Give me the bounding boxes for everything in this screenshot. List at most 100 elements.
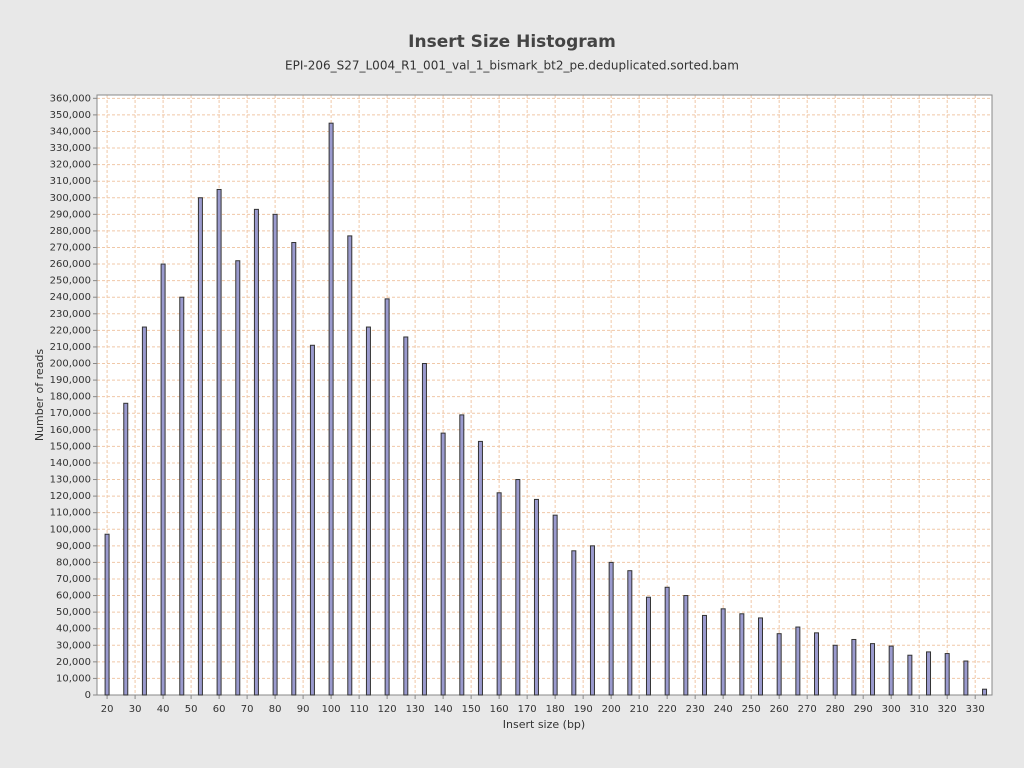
x-tick-label: 240 [714, 704, 733, 715]
y-tick-label: 150,000 [50, 441, 91, 452]
bar [440, 432, 446, 696]
y-tick-label: 110,000 [50, 508, 91, 519]
x-tick-label: 50 [185, 704, 198, 715]
y-axis-label: Number of reads [33, 349, 46, 442]
bar [795, 626, 801, 696]
bar [944, 653, 950, 696]
x-tick-label: 140 [434, 704, 453, 715]
x-tick-label: 120 [378, 704, 397, 715]
bar [141, 326, 147, 696]
bar [832, 644, 838, 696]
bar [272, 213, 278, 696]
x-tick-label: 200 [602, 704, 621, 715]
x-tick-label: 230 [686, 704, 705, 715]
bar [664, 586, 670, 696]
bar [701, 614, 707, 696]
y-tick-label: 30,000 [56, 640, 91, 651]
x-tick-label: 20 [101, 704, 114, 715]
x-tick-label: 320 [938, 704, 957, 715]
bar [645, 596, 651, 696]
bar [571, 550, 577, 696]
x-tick-label: 150 [462, 704, 481, 715]
y-tick-label: 40,000 [56, 624, 91, 635]
bar [814, 632, 820, 696]
bar [963, 660, 969, 696]
x-tick-label: 210 [630, 704, 649, 715]
bar [459, 414, 465, 696]
y-tick-label: 270,000 [50, 242, 91, 253]
bar [552, 514, 558, 696]
bar [739, 613, 745, 696]
y-tick-label: 90,000 [56, 541, 91, 552]
x-tick-label: 100 [322, 704, 341, 715]
bar [776, 633, 782, 696]
bar [384, 298, 390, 696]
bar [365, 326, 371, 696]
y-tick-label: 360,000 [50, 93, 91, 104]
y-tick-label: 250,000 [50, 276, 91, 287]
x-tick-label: 190 [574, 704, 593, 715]
y-tick-label: 290,000 [50, 209, 91, 220]
bar [328, 122, 334, 696]
y-tick-label: 240,000 [50, 292, 91, 303]
bar [291, 242, 297, 696]
x-axis-label: Insert size (bp) [503, 718, 585, 731]
x-tick-label: 180 [546, 704, 565, 715]
y-tick-label: 100,000 [50, 524, 91, 535]
y-tick-label: 330,000 [50, 143, 91, 154]
x-tick-label: 270 [798, 704, 817, 715]
bar [982, 688, 988, 696]
y-tick-label: 320,000 [50, 160, 91, 171]
plot-area [97, 95, 992, 695]
bar [216, 188, 222, 696]
y-tick-label: 170,000 [50, 408, 91, 419]
x-tick-label: 70 [241, 704, 254, 715]
x-tick-label: 220 [658, 704, 677, 715]
y-tick-label: 160,000 [50, 425, 91, 436]
bar [720, 608, 726, 696]
x-tick-label: 160 [490, 704, 509, 715]
bar [309, 344, 315, 696]
bar [403, 336, 409, 696]
bar [515, 479, 521, 696]
bar [851, 638, 857, 696]
bar [608, 561, 614, 696]
plot-border [96, 94, 993, 696]
y-tick-label: 50,000 [56, 607, 91, 618]
y-tick-label: 120,000 [50, 491, 91, 502]
y-tick-label: 210,000 [50, 342, 91, 353]
bar [197, 197, 203, 696]
x-tick-label: 40 [157, 704, 170, 715]
bar [179, 296, 185, 696]
y-tick-label: 190,000 [50, 375, 91, 386]
chart-title: Insert Size Histogram [408, 32, 616, 52]
y-tick-label: 220,000 [50, 325, 91, 336]
bar [589, 545, 595, 696]
y-tick-label: 310,000 [50, 176, 91, 187]
y-tick-label: 130,000 [50, 475, 91, 486]
bar [496, 492, 502, 696]
x-tick-label: 280 [826, 704, 845, 715]
y-tick-label: 350,000 [50, 110, 91, 121]
x-tick-label: 250 [742, 704, 761, 715]
y-tick-label: 230,000 [50, 309, 91, 320]
y-tick-label: 80,000 [56, 557, 91, 568]
x-tick-label: 130 [406, 704, 425, 715]
y-tick-label: 280,000 [50, 226, 91, 237]
bar [533, 498, 539, 696]
bar [235, 260, 241, 696]
bar [907, 654, 913, 696]
x-tick-label: 300 [882, 704, 901, 715]
x-tick-label: 110 [350, 704, 369, 715]
x-tick-label: 90 [297, 704, 310, 715]
x-tick-label: 30 [129, 704, 142, 715]
y-tick-label: 60,000 [56, 591, 91, 602]
x-tick-label: 170 [518, 704, 537, 715]
y-tick-label: 20,000 [56, 657, 91, 668]
bar [926, 651, 932, 696]
bar [347, 235, 353, 696]
x-tick-label: 260 [770, 704, 789, 715]
x-tick-label: 290 [854, 704, 873, 715]
